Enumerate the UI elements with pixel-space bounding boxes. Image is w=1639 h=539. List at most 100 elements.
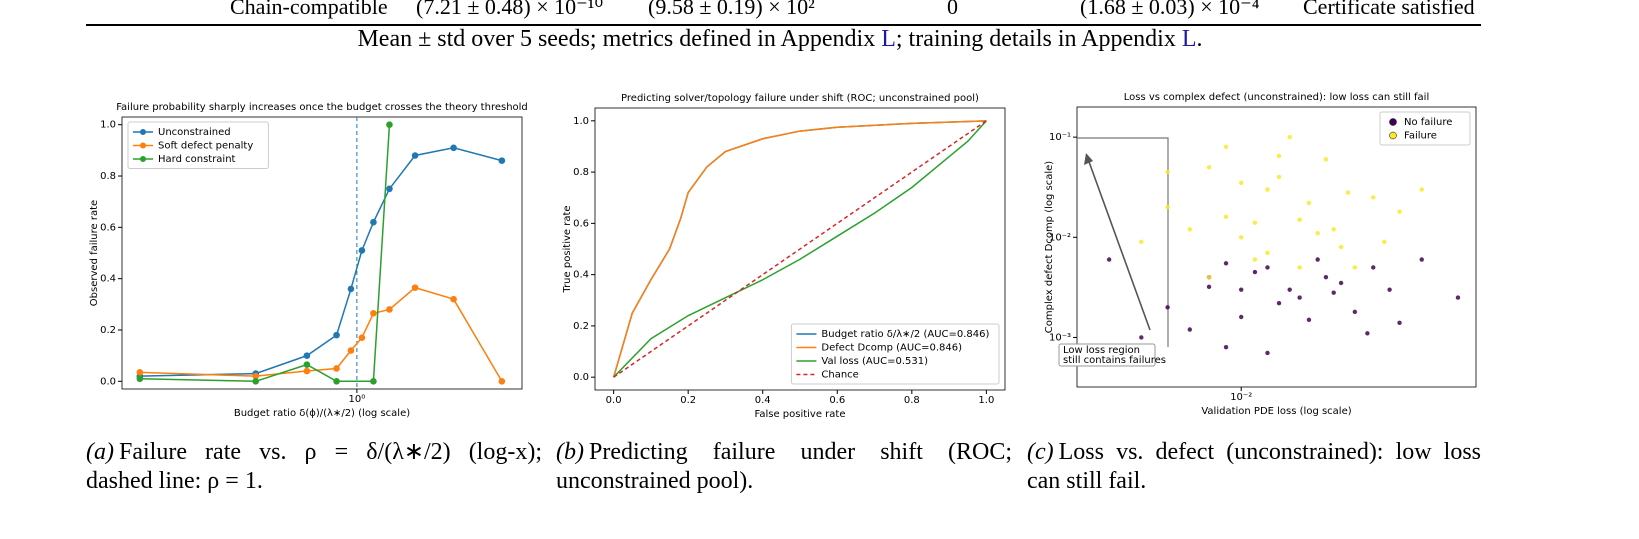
point <box>1306 317 1312 323</box>
point <box>1315 257 1320 262</box>
point <box>1306 200 1312 206</box>
point <box>370 218 377 226</box>
point <box>1397 209 1402 214</box>
point <box>136 375 144 383</box>
point <box>333 331 340 339</box>
y-tick-label: 0.8 <box>100 171 116 182</box>
caption: Mean ± std over 5 seeds; metrics defined… <box>0 26 1560 53</box>
y-tick-label: 10⁻¹ <box>1049 132 1071 143</box>
subcaption-text: Loss vs. defect (unconstrained): low los… <box>1027 439 1481 494</box>
legend-marker <box>140 129 146 135</box>
point <box>1345 190 1351 195</box>
region-box <box>1077 137 1169 347</box>
point <box>1352 309 1358 315</box>
x-tick-label: 10⁰ <box>349 394 366 405</box>
point <box>303 361 311 368</box>
point <box>1165 305 1170 310</box>
subcaption-label: (b) <box>556 439 584 465</box>
y-tick-label: 10⁻³ <box>1049 332 1071 343</box>
point <box>1315 230 1320 236</box>
y-axis-label: True positive rate <box>562 205 573 293</box>
point <box>1106 257 1112 262</box>
legend-label: Defect Dcomp (AUC=0.846) <box>821 343 962 354</box>
point <box>1276 153 1282 159</box>
point <box>303 352 311 359</box>
y-axis-label: Complex defect Dcomp (log scale) <box>1044 161 1055 333</box>
point <box>1139 239 1144 245</box>
caption-link[interactable]: L <box>1181 26 1197 52</box>
caption-link[interactable]: L <box>881 26 896 52</box>
point <box>333 378 340 385</box>
legend-marker <box>140 156 146 162</box>
series-line <box>612 120 987 378</box>
x-tick-label: 10⁻² <box>1230 392 1252 403</box>
point <box>1223 144 1229 150</box>
table-rule <box>86 24 1481 26</box>
point <box>1239 314 1244 320</box>
point <box>1287 287 1292 292</box>
point <box>1165 204 1170 210</box>
caption-text: Mean ± std over 5 seeds; metrics defined… <box>357 26 882 52</box>
point <box>1419 187 1424 192</box>
point <box>1297 265 1302 270</box>
chart-title: Loss vs complex defect (unconstrained): … <box>1124 92 1429 103</box>
point <box>1252 220 1258 225</box>
figure: Failure probability sharply increases on… <box>89 92 1477 420</box>
legend-label: Chance <box>821 370 858 381</box>
point <box>1419 257 1424 262</box>
legend-marker <box>140 142 146 149</box>
series-line <box>139 286 503 382</box>
plot-frame <box>594 107 1006 391</box>
x-tick-label: 0.0 <box>606 395 622 406</box>
point <box>1297 295 1302 300</box>
point <box>1331 290 1336 295</box>
point <box>303 367 311 375</box>
series-line <box>139 147 503 377</box>
chart-title: Failure probability sharply increases on… <box>116 102 528 113</box>
y-tick-label: 0.2 <box>573 321 589 332</box>
point <box>1206 284 1212 290</box>
point <box>1265 265 1270 270</box>
x-tick-label: 0.4 <box>755 395 771 406</box>
legend-marker <box>1389 118 1397 126</box>
arrow-head <box>1084 153 1093 165</box>
point <box>1331 227 1336 232</box>
point <box>1139 335 1144 340</box>
point <box>1165 169 1170 175</box>
x-tick-label: 1.0 <box>978 395 994 406</box>
table-cell: (7.21 ± 0.48) × 10⁻¹⁰ <box>416 0 604 19</box>
subcaption-label: (c) <box>1027 439 1054 465</box>
subcaption: (c) Loss vs. defect (unconstrained): low … <box>1027 438 1481 496</box>
subcaption: (a) Failure rate vs. ρ = δ/(λ∗/2) (log-x)… <box>86 438 542 496</box>
legend-label: No failure <box>1404 117 1452 128</box>
annotation-text: Low loss region <box>1063 345 1140 356</box>
point <box>347 285 355 293</box>
y-tick-label: 0.0 <box>100 376 116 387</box>
y-tick-label: 1.0 <box>573 116 589 127</box>
point <box>1206 274 1212 280</box>
table-cell: (1.68 ± 0.03) × 10⁻⁴ <box>1080 0 1260 19</box>
legend-label: Unconstrained <box>158 127 231 138</box>
subcaption-text: Failure rate vs. ρ = δ/(λ∗/2) (log-x); d… <box>86 439 542 494</box>
point <box>411 152 419 159</box>
legend-box <box>790 323 1000 385</box>
point <box>252 378 260 385</box>
point <box>1397 320 1402 326</box>
table-cell: 0 <box>947 0 958 19</box>
point <box>1265 350 1270 356</box>
x-axis-label: Budget ratio δ(ϕ)/(λ∗/2) (log scale) <box>234 408 410 419</box>
point <box>1382 239 1387 245</box>
legend-label: Failure <box>1404 131 1437 142</box>
y-tick-label: 0.6 <box>100 222 116 233</box>
point <box>386 185 393 193</box>
chart-title: Predicting solver/topology failure under… <box>621 93 979 104</box>
legend-marker <box>1389 131 1397 140</box>
point <box>1365 331 1370 336</box>
table-cell: Certificate satisfied <box>1303 0 1475 19</box>
point <box>450 144 457 152</box>
legend-label: Soft defect penalty <box>158 141 253 152</box>
caption-text: . <box>1196 26 1203 52</box>
point <box>1338 280 1344 286</box>
caption-text: ; training details in Appendix <box>895 26 1182 52</box>
point <box>1223 261 1229 266</box>
